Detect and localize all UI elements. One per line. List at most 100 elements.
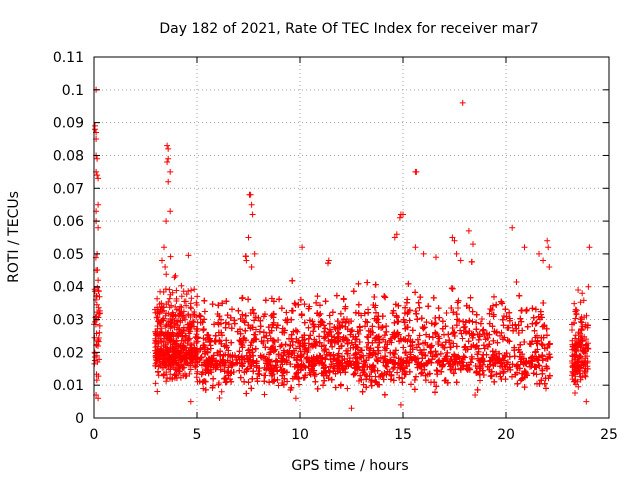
data-point (369, 323, 376, 330)
data-point (173, 295, 180, 302)
data-point (316, 352, 323, 359)
data-point (183, 334, 190, 340)
data-point (167, 315, 174, 322)
data-point (307, 332, 314, 339)
data-point (91, 350, 98, 357)
data-point (480, 326, 487, 333)
data-point (180, 365, 186, 371)
data-point (269, 371, 276, 378)
data-point (317, 310, 324, 317)
data-point (541, 322, 548, 329)
data-point (477, 377, 483, 384)
data-point (264, 337, 271, 344)
data-point (255, 370, 262, 377)
data-point (274, 376, 281, 383)
data-point (517, 315, 524, 322)
data-point (171, 320, 178, 327)
data-point (209, 355, 216, 362)
data-point (155, 340, 162, 347)
data-point (510, 327, 517, 334)
data-point (383, 328, 390, 335)
data-point (518, 318, 525, 325)
data-point (544, 365, 551, 372)
data-point (219, 332, 225, 339)
data-point (175, 326, 182, 333)
data-point (269, 322, 276, 329)
data-point (225, 321, 232, 328)
data-point (448, 305, 455, 311)
data-point (494, 328, 500, 335)
data-point (220, 362, 226, 369)
data-point (544, 344, 551, 351)
data-point (175, 347, 182, 354)
data-point (159, 347, 166, 354)
data-point (159, 304, 166, 311)
data-point (270, 314, 277, 321)
data-point (277, 343, 284, 350)
data-point (322, 325, 329, 332)
data-point (530, 370, 537, 377)
data-point (152, 344, 159, 351)
data-point (315, 357, 322, 364)
data-point (160, 372, 167, 379)
data-point (278, 305, 285, 312)
data-point (277, 364, 284, 370)
data-point (284, 378, 291, 385)
data-point (170, 348, 177, 355)
data-point (169, 289, 176, 296)
data-point (335, 338, 342, 345)
data-point (450, 370, 457, 377)
data-point (170, 331, 176, 338)
data-point (463, 365, 470, 372)
data-point (411, 377, 418, 383)
data-point (367, 328, 374, 335)
data-point (304, 354, 311, 361)
data-point (289, 375, 296, 382)
data-point (345, 320, 352, 326)
data-point (280, 349, 287, 356)
data-point (362, 323, 368, 330)
data-point (165, 299, 172, 305)
data-point (202, 386, 209, 393)
data-point (324, 331, 331, 338)
data-point (95, 343, 101, 349)
data-point (236, 337, 243, 344)
data-point (372, 281, 379, 288)
data-point (433, 383, 440, 390)
data-point (498, 329, 505, 336)
data-point (223, 337, 230, 344)
data-point (373, 317, 380, 324)
data-point (358, 312, 365, 319)
data-point (465, 338, 472, 345)
data-point (321, 377, 328, 384)
data-point (176, 325, 183, 332)
data-point (173, 333, 180, 340)
data-point (350, 288, 357, 295)
data-point (332, 384, 339, 391)
data-point (493, 329, 500, 336)
data-point (430, 294, 437, 301)
data-point (274, 322, 281, 329)
data-point (441, 331, 447, 338)
data-point (318, 355, 325, 362)
data-point (537, 316, 543, 323)
data-point (242, 327, 249, 334)
data-point (275, 382, 282, 389)
data-point (423, 331, 430, 338)
data-point (344, 347, 351, 354)
data-point (368, 364, 375, 371)
data-point (473, 369, 480, 376)
data-point (334, 330, 341, 337)
data-point (426, 333, 433, 340)
data-point (333, 292, 340, 299)
data-point (197, 346, 204, 353)
data-point (160, 338, 167, 345)
data-point (294, 328, 301, 335)
data-point (388, 339, 395, 346)
data-point (331, 339, 338, 346)
data-point (541, 380, 548, 387)
data-point (199, 319, 206, 326)
data-point (401, 319, 408, 326)
data-point (239, 311, 246, 318)
data-point (497, 359, 504, 366)
